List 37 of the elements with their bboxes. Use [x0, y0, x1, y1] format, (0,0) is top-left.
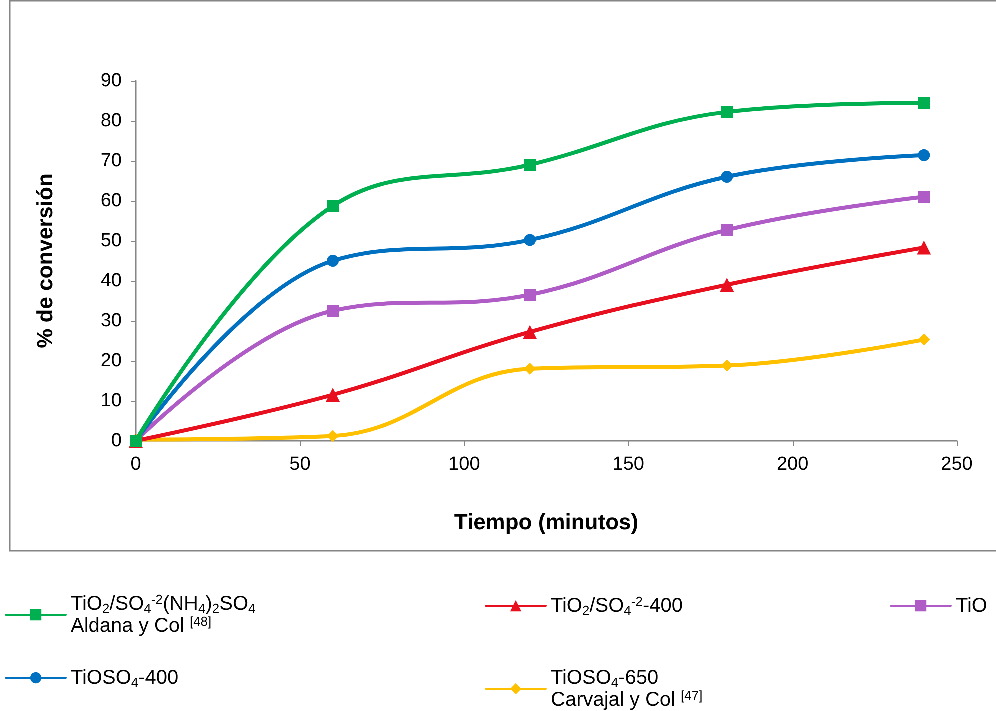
point — [523, 325, 538, 340]
y-tick-label: 80 — [100, 110, 122, 132]
point — [524, 289, 536, 301]
x-tick-label: 50 — [290, 454, 311, 475]
point — [326, 388, 340, 402]
y-tick-label: 30 — [100, 310, 122, 332]
point — [327, 305, 340, 317]
point — [327, 200, 340, 212]
point — [918, 334, 930, 346]
point — [327, 430, 340, 442]
point — [721, 171, 734, 183]
y-tick-label: 40 — [100, 270, 122, 292]
x-tick-label: 100 — [448, 454, 480, 475]
y-tick-label: 60 — [100, 190, 122, 212]
y-tick-label: 70 — [100, 150, 122, 172]
y-tick-label: 20 — [100, 350, 122, 372]
y-axis-title: % de conversión — [32, 174, 58, 348]
point — [721, 106, 734, 118]
point — [918, 191, 930, 203]
point — [524, 159, 536, 171]
point — [720, 278, 734, 292]
legend-label: TiO — [956, 595, 988, 617]
point — [721, 224, 734, 236]
y-tick-label: 10 — [100, 390, 122, 412]
x-tick-label: 200 — [776, 454, 809, 475]
x-tick-label: 0 — [130, 454, 142, 475]
y-tick-label: 90 — [100, 70, 122, 92]
x-tick-label: 250 — [941, 454, 973, 475]
point — [524, 234, 536, 246]
point — [918, 149, 930, 162]
point — [327, 255, 340, 267]
point — [918, 97, 930, 109]
x-axis-title: Tiempo (minutos) — [454, 510, 639, 534]
point — [917, 240, 932, 255]
x-tick-label: 150 — [612, 454, 644, 475]
y-tick-label: 0 — [111, 430, 122, 452]
y-tick-label: 50 — [100, 230, 122, 252]
